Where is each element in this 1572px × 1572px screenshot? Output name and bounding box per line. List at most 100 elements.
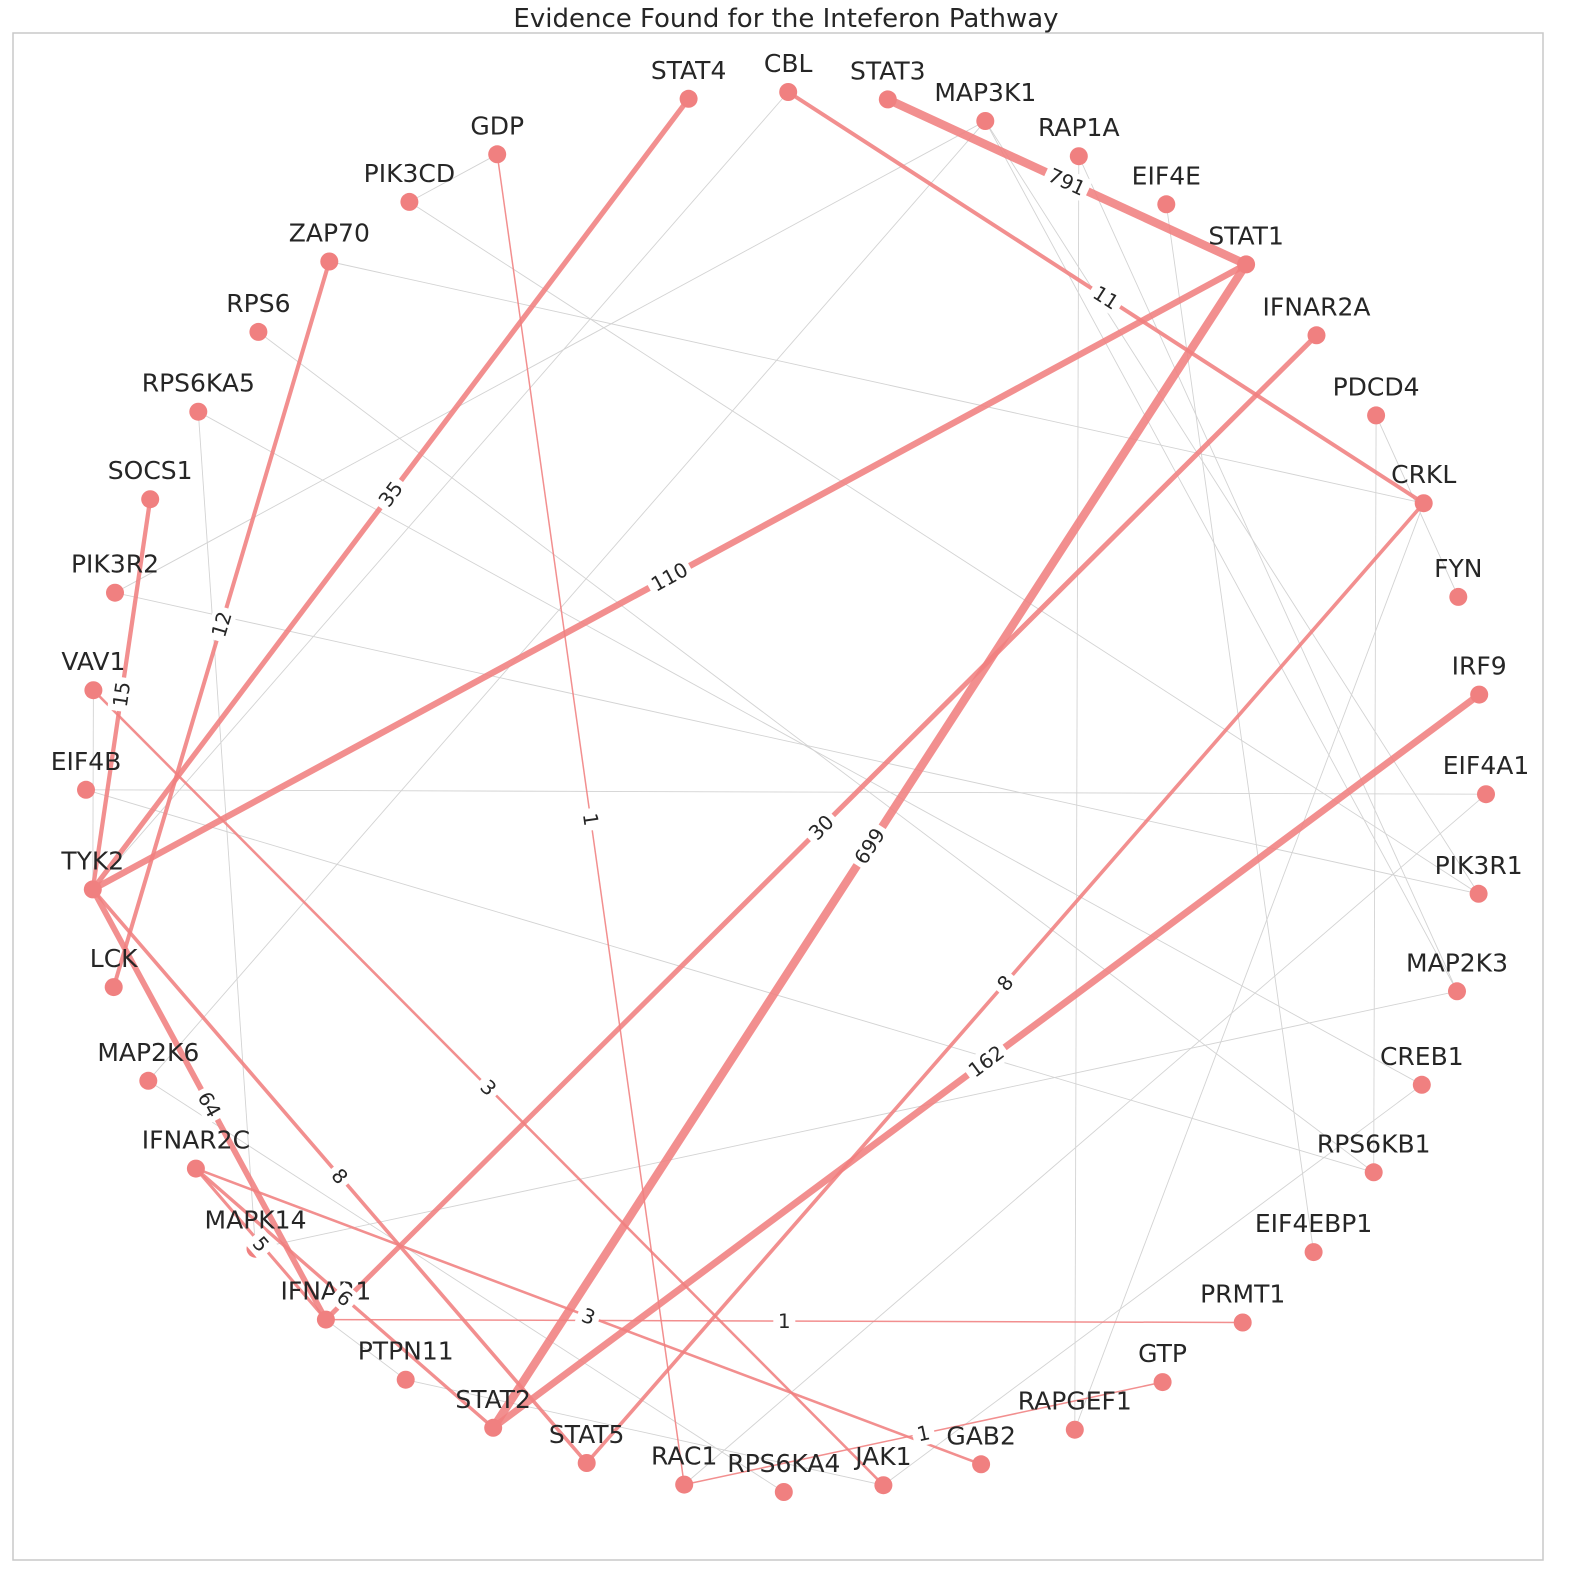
node-label-cbl: CBL: [764, 49, 813, 78]
edge-label-tyk2-ifnar1: 64: [190, 1083, 229, 1126]
edge-label-stat3-stat1: 791: [1040, 161, 1093, 203]
node-rapgef1[interactable]: [1065, 1420, 1084, 1439]
node-label-pik3cd: PIK3CD: [364, 159, 455, 188]
node-label-socs1: SOCS1: [108, 456, 193, 485]
node-stat5[interactable]: [577, 1454, 596, 1472]
edge-weight-label: 1: [915, 1420, 932, 1446]
edge-label-stat1-tyk2: 110: [643, 555, 696, 599]
node-eif4a1[interactable]: [1477, 785, 1495, 804]
edge-label-ifnar2c-gab2: 3: [573, 1301, 604, 1332]
node-pik3cd[interactable]: [400, 192, 419, 211]
node-eif4ebp1[interactable]: [1304, 1243, 1323, 1262]
node-gtp[interactable]: [1153, 1373, 1172, 1392]
node-label-pdcd4: PDCD4: [1333, 372, 1420, 401]
edge-label-background: [190, 1083, 229, 1126]
node-stat2[interactable]: [484, 1418, 503, 1437]
node-irf9[interactable]: [1470, 685, 1489, 704]
node-map2k6[interactable]: [139, 1071, 158, 1090]
node-label-creb1: CREB1: [1380, 1042, 1464, 1071]
node-gdp[interactable]: [488, 145, 507, 164]
node-label-crkl: CRKL: [1391, 460, 1456, 489]
edge-label-background: [573, 1301, 604, 1332]
node-ifnar2c[interactable]: [186, 1159, 205, 1178]
node-label-gab2: GAB2: [946, 1421, 1016, 1450]
node-stat3[interactable]: [878, 90, 897, 109]
edge-map2k6-rps6ka4: [148, 1080, 785, 1493]
node-lck[interactable]: [104, 978, 123, 997]
edge-rap1a-map2k3: [1078, 156, 1458, 992]
node-label-stat1: STAT1: [1208, 221, 1284, 250]
edge-label-background: [323, 1160, 356, 1193]
edge-label-background: [1040, 161, 1093, 203]
edge-label-background: [328, 1281, 361, 1315]
edge-pik3cd-pik3r1: [409, 201, 1479, 895]
node-eif4b[interactable]: [77, 780, 95, 799]
edge-label-socs1-tyk2: 15: [107, 675, 136, 713]
node-rap1a[interactable]: [1069, 147, 1088, 166]
node-label-pik3r1: PIK3R1: [1435, 851, 1523, 880]
node-label-rps6: RPS6: [226, 289, 290, 318]
node-label-gdp: GDP: [470, 111, 524, 140]
node-socs1[interactable]: [141, 490, 160, 509]
node-label-zap70: ZAP70: [289, 219, 370, 248]
node-pik3r1[interactable]: [1469, 884, 1488, 903]
edge-label-background: [773, 1308, 796, 1334]
node-rac1[interactable]: [675, 1475, 694, 1494]
node-ifnar1[interactable]: [316, 1310, 335, 1329]
node-label-prmt1: PRMT1: [1200, 1280, 1285, 1309]
node-map2k3[interactable]: [1448, 982, 1466, 1001]
edge-weight-label: 1: [578, 811, 604, 827]
node-label-stat5: STAT5: [549, 1420, 625, 1449]
node-label-jak1: JAK1: [853, 1442, 911, 1471]
edge-label-stat4-tyk2: 35: [370, 473, 411, 515]
node-label-ptpn11: PTPN11: [358, 1337, 454, 1366]
edge-label-background: [205, 604, 238, 645]
node-pdcd4[interactable]: [1367, 406, 1386, 425]
nodes-layer: [77, 83, 1495, 1501]
node-vav1[interactable]: [84, 681, 103, 700]
node-label-rps6kb1: RPS6KB1: [1317, 1129, 1431, 1158]
edge-label-background: [1085, 278, 1127, 317]
node-label-rapgef1: RAPGEF1: [1018, 1387, 1132, 1416]
edge-label-background: [960, 1037, 1012, 1085]
node-creb1[interactable]: [1412, 1075, 1431, 1094]
node-label-map3k1: MAP3K1: [934, 78, 1036, 107]
node-stat1[interactable]: [1237, 255, 1256, 274]
node-label-vav1: VAV1: [61, 647, 125, 676]
edge-map3k1-map2k6: [147, 120, 986, 1082]
edge-map3k1-pik3r2: [114, 120, 986, 594]
edge-label-background: [244, 1227, 278, 1261]
node-label-irf9: IRF9: [1452, 652, 1507, 681]
node-rps6ka4[interactable]: [774, 1483, 793, 1501]
node-prmt1[interactable]: [1233, 1313, 1252, 1332]
edge-pdcd4-rps6kb1: [1373, 415, 1377, 1173]
node-jak1[interactable]: [874, 1476, 893, 1495]
node-map3k1[interactable]: [976, 112, 995, 130]
edge-label-background: [910, 1419, 937, 1448]
edge-mapk14-map2k3: [255, 990, 1458, 1250]
edge-label-ifnar1-prmt1: 1: [773, 1308, 796, 1334]
node-tyk2[interactable]: [83, 880, 102, 899]
node-gab2[interactable]: [972, 1455, 991, 1474]
node-rps6kb1[interactable]: [1364, 1163, 1383, 1182]
node-label-eif4b: EIF4B: [51, 747, 122, 776]
node-crkl[interactable]: [1414, 494, 1433, 513]
node-zap70[interactable]: [320, 252, 339, 271]
node-pik3r2[interactable]: [106, 583, 124, 602]
node-eif4e[interactable]: [1157, 195, 1176, 214]
edge-ptpn11-jak1: [405, 1379, 884, 1486]
edge-label-zap70-lck: 12: [205, 604, 238, 645]
node-ptpn11[interactable]: [396, 1370, 415, 1389]
edge-label-background: [847, 820, 893, 872]
node-fyn[interactable]: [1449, 587, 1468, 606]
node-label-rps6ka4: RPS6KA4: [727, 1449, 840, 1478]
node-cbl[interactable]: [779, 83, 798, 101]
node-ifnar2a[interactable]: [1307, 326, 1326, 345]
node-rps6ka5[interactable]: [189, 402, 208, 421]
node-label-ifnar2a: IFNAR2A: [1263, 292, 1371, 321]
node-rps6[interactable]: [249, 322, 268, 341]
edge-creb1-jak1: [883, 1084, 1423, 1486]
node-stat4[interactable]: [679, 89, 698, 108]
